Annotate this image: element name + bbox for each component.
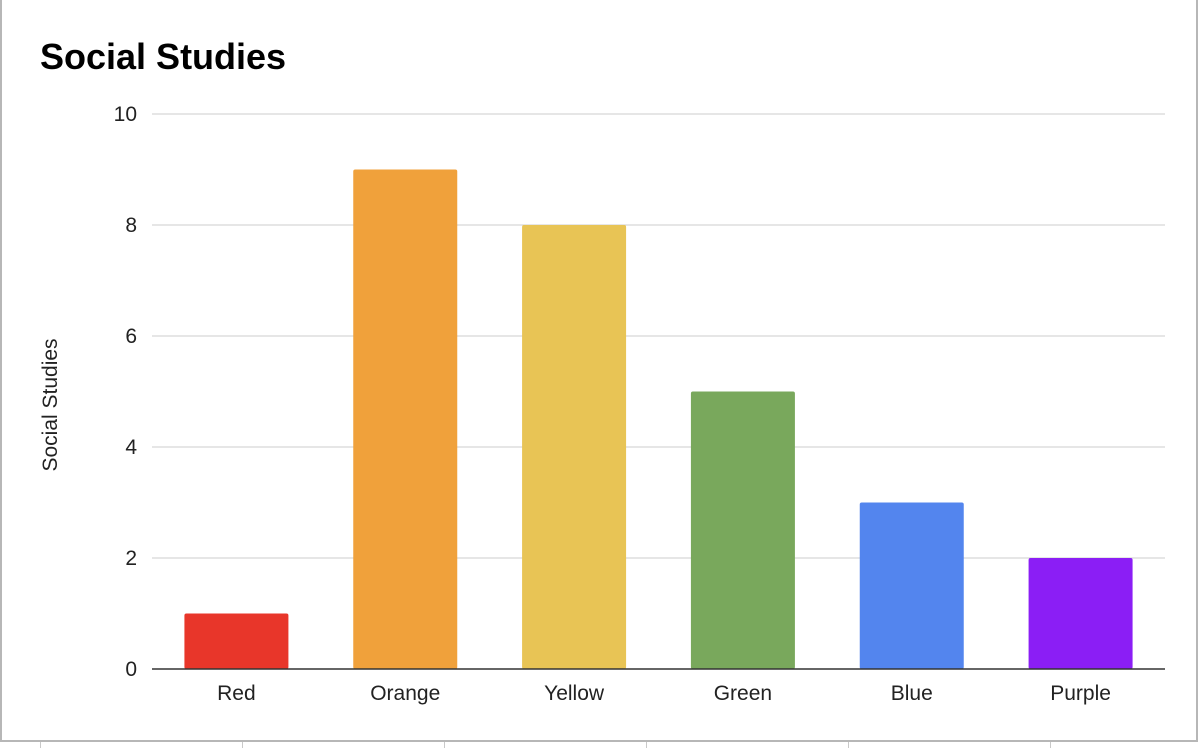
x-axis-ticks: Red Orange Yellow Green Blue Purple [217, 682, 1111, 705]
frame-bottom-ticks [0, 742, 1200, 748]
y-tick-label: 8 [125, 214, 137, 237]
x-tick-label: Red [217, 682, 256, 705]
gridlines [152, 113, 1165, 559]
y-tick-label: 0 [125, 658, 137, 681]
bar-yellow [522, 225, 627, 669]
y-axis-title: Social Studies [39, 338, 62, 471]
y-tick-label: 2 [125, 547, 137, 570]
y-tick-label: 10 [114, 103, 137, 126]
bar-purple [1028, 558, 1133, 669]
chart-title: Social Studies [40, 36, 287, 77]
bar-green [690, 391, 795, 669]
y-axis-ticks: 0 2 4 6 8 10 [114, 103, 138, 681]
bar-orange [353, 169, 458, 669]
bar-blue [859, 502, 964, 669]
x-tick-label: Blue [891, 682, 933, 705]
bars [184, 169, 1133, 669]
y-tick-label: 6 [125, 325, 137, 348]
y-tick-label: 4 [125, 436, 137, 459]
x-tick-label: Yellow [544, 682, 605, 705]
x-tick-label: Green [714, 682, 772, 705]
x-tick-label: Purple [1050, 682, 1111, 705]
x-tick-label: Orange [370, 682, 440, 705]
bar-red [184, 613, 289, 669]
